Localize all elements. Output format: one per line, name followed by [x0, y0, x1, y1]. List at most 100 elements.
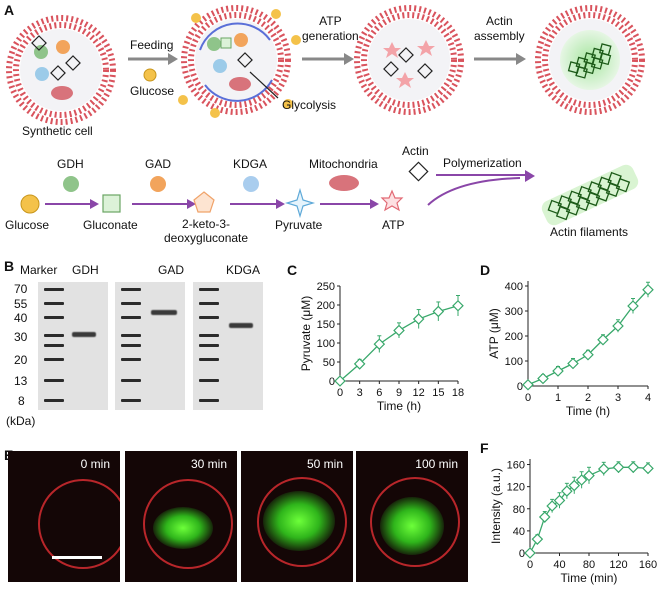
compound-atp: ATP — [382, 218, 405, 232]
panel-a-letter: A — [4, 2, 15, 18]
pyruvate-data-point — [452, 299, 464, 312]
pyruvate-x-tick-label: 9 — [396, 387, 402, 399]
intensity-x-label: Time (min) — [561, 571, 618, 585]
atp-x-tick-label: 4 — [645, 392, 651, 404]
atp-x-tick-label: 1 — [555, 392, 561, 404]
intensity-data-point — [568, 479, 581, 492]
pyruvate-x-tick-label: 18 — [452, 387, 464, 399]
actin-assembly-label: Actin assembly — [474, 14, 525, 43]
intensity-data-point — [627, 461, 640, 474]
enzyme-gdh: GDH — [57, 157, 84, 171]
intensity-x-tick-label: 0 — [527, 559, 533, 571]
atp-data-point — [582, 348, 594, 361]
intensity-data-point — [597, 463, 610, 475]
lane-gad-label: GAD — [158, 263, 185, 277]
enzyme-actin: Actin — [402, 144, 429, 158]
polymerization-label: Polymerization — [443, 156, 522, 170]
feeding-label: Feeding — [130, 38, 174, 52]
gel-kdga — [193, 282, 263, 410]
intensity-data-point — [553, 494, 566, 507]
atp-data-point — [597, 333, 609, 346]
ladder-20: 20 — [14, 353, 28, 367]
enzyme-kdga: KDGA — [233, 157, 268, 171]
ladder-30: 30 — [14, 330, 28, 344]
atp-data-point — [537, 372, 549, 385]
gel-gad — [115, 282, 185, 410]
compound-2-keto-3-deoxygluconate: 2-keto-3- deoxygluconate — [164, 217, 249, 245]
atp-x-tick-label: 3 — [615, 392, 621, 404]
pyruvate-x-label: Time (h) — [377, 399, 421, 413]
intensity-data-point — [561, 485, 573, 497]
intensity-data-point — [524, 547, 536, 559]
time-30min: 30 min — [190, 457, 227, 471]
enzyme-mitochondria: Mitochondria — [309, 157, 378, 171]
ladder-40: 40 — [14, 311, 28, 325]
time-100min: 100 min — [415, 457, 458, 471]
intensity-data-point — [538, 511, 551, 523]
pyruvate-data-point — [334, 375, 346, 387]
glucose-small-label: Glucose — [130, 84, 175, 98]
atp-y-tick-label: 300 — [505, 306, 523, 318]
pyruvate-x-tick-label: 3 — [357, 387, 363, 399]
scale-bar — [52, 556, 102, 559]
compound-pyruvate: Pyruvate — [275, 218, 323, 232]
pyruvate-data-point — [373, 338, 386, 350]
micrograph-30min: 30 min — [125, 451, 237, 582]
intensity-data-point — [642, 462, 654, 475]
atp-data-point — [567, 357, 579, 370]
synthetic-cell-label: Synthetic cell — [22, 124, 93, 138]
pyruvate-x-tick-label: 12 — [413, 387, 425, 399]
atp-generation-label: ATP generation — [302, 14, 359, 43]
pyruvate-y-label: Pyruvate (μM) — [299, 296, 313, 372]
ladder-70: 70 — [14, 282, 28, 296]
pyruvate-y-tick-label: 250 — [317, 281, 335, 293]
intensity-series-line — [529, 466, 649, 554]
compound-glucose: Glucose — [5, 218, 50, 232]
intensity-y-tick-label: 160 — [507, 460, 525, 472]
intensity-data-point — [575, 474, 588, 486]
synthetic-cell-3 — [354, 5, 464, 115]
atp-y-tick-label: 200 — [505, 331, 523, 343]
lane-kdga-label: KDGA — [226, 263, 261, 277]
ladder-55: 55 — [14, 297, 28, 311]
atp-y-tick-label: 0 — [517, 381, 523, 393]
glycolysis-label: Glycolysis — [282, 98, 337, 112]
panel-c-letter: C — [287, 262, 298, 278]
pyruvate-y-tick-label: 150 — [317, 319, 335, 331]
synthetic-cell-1 — [6, 15, 116, 125]
marker-label: Marker — [20, 263, 58, 277]
compound-gluconate: Gluconate — [83, 218, 138, 232]
atp-x-tick-label: 0 — [525, 392, 531, 404]
intensity-x-tick-label: 80 — [583, 559, 595, 571]
ladder-8: 8 — [18, 394, 25, 408]
pyruvate-x-tick-label: 0 — [337, 387, 343, 399]
atp-data-point — [552, 365, 564, 377]
pyruvate-y-tick-label: 100 — [317, 338, 335, 350]
pyruvate-y-tick-label: 0 — [329, 376, 335, 388]
micrograph-0min: 0 min — [8, 451, 120, 582]
intensity-x-tick-label: 40 — [553, 559, 565, 571]
actin-filaments-glyph — [541, 164, 639, 226]
pyruvate-series-line — [339, 305, 459, 382]
atp-x-label: Time (h) — [566, 404, 610, 418]
atp-y-label: ATP (μM) — [487, 308, 501, 358]
panel-b-letter: B — [4, 258, 15, 274]
atp-series-line — [527, 289, 649, 386]
enzyme-gad: GAD — [145, 157, 172, 171]
pyruvate-x-tick-label: 15 — [432, 387, 444, 399]
intensity-y-tick-label: 0 — [519, 548, 525, 560]
panel-d-letter: D — [480, 262, 491, 278]
micrograph-100min: 100 min — [356, 451, 468, 582]
micrograph-50min: 50 min — [241, 451, 353, 582]
intensity-y-tick-label: 80 — [513, 504, 525, 516]
time-50min: 50 min — [306, 457, 343, 471]
intensity-data-point — [612, 461, 625, 474]
pyruvate-data-point — [393, 324, 405, 337]
atp-data-point — [612, 320, 624, 332]
synthetic-cell-4 — [535, 5, 645, 115]
intensity-y-tick-label: 120 — [507, 482, 525, 494]
pyruvate-data-point — [432, 305, 445, 318]
intensity-y-label: Intensity (a.u.) — [489, 468, 503, 544]
intensity-data-point — [546, 500, 558, 512]
gel-gdh — [38, 282, 108, 410]
